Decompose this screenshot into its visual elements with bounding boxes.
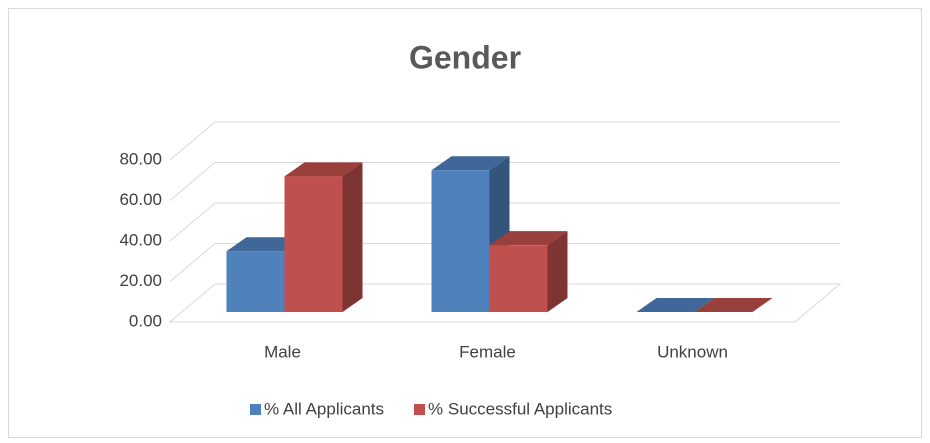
bar-top-shade [284,162,363,177]
grid-line [169,121,840,161]
grid-line [168,283,842,323]
bar-side-shade [547,231,568,312]
bar-side [342,162,363,312]
bar-top-shade [431,156,510,171]
y-tick-label: 0.00 [129,311,162,330]
y-tick-label: 20.00 [119,271,162,290]
bar-top [694,298,773,312]
y-tick-label: 60.00 [119,190,162,209]
bar [431,170,490,312]
legend-swatch [250,404,261,415]
bar-top [489,231,568,246]
y-tick-label: 80.00 [119,149,162,168]
grid-line [169,243,840,282]
bar [489,245,548,312]
bar-top-shade [694,298,773,312]
chart-title: Gender [409,39,521,75]
legend-label: % All Applicants [264,399,384,418]
bar-top [284,162,363,177]
legend-swatch [414,404,426,415]
grid-line [169,202,840,242]
bar-side-shade [342,162,363,312]
bar-side [547,231,568,312]
y-tick-label: 40.00 [119,230,162,249]
legend-label: % Successful Applicants [428,399,612,418]
bar-top [636,298,715,312]
bar-top [431,156,510,171]
bar [284,176,343,312]
bar-top-shade [489,231,568,246]
bar-top-shade [636,298,715,312]
x-tick-label: Unknown [657,342,728,361]
x-tick-label: Male [264,342,301,361]
grid-line [169,162,840,201]
bar [226,251,285,312]
x-tick-label: Female [459,342,516,361]
